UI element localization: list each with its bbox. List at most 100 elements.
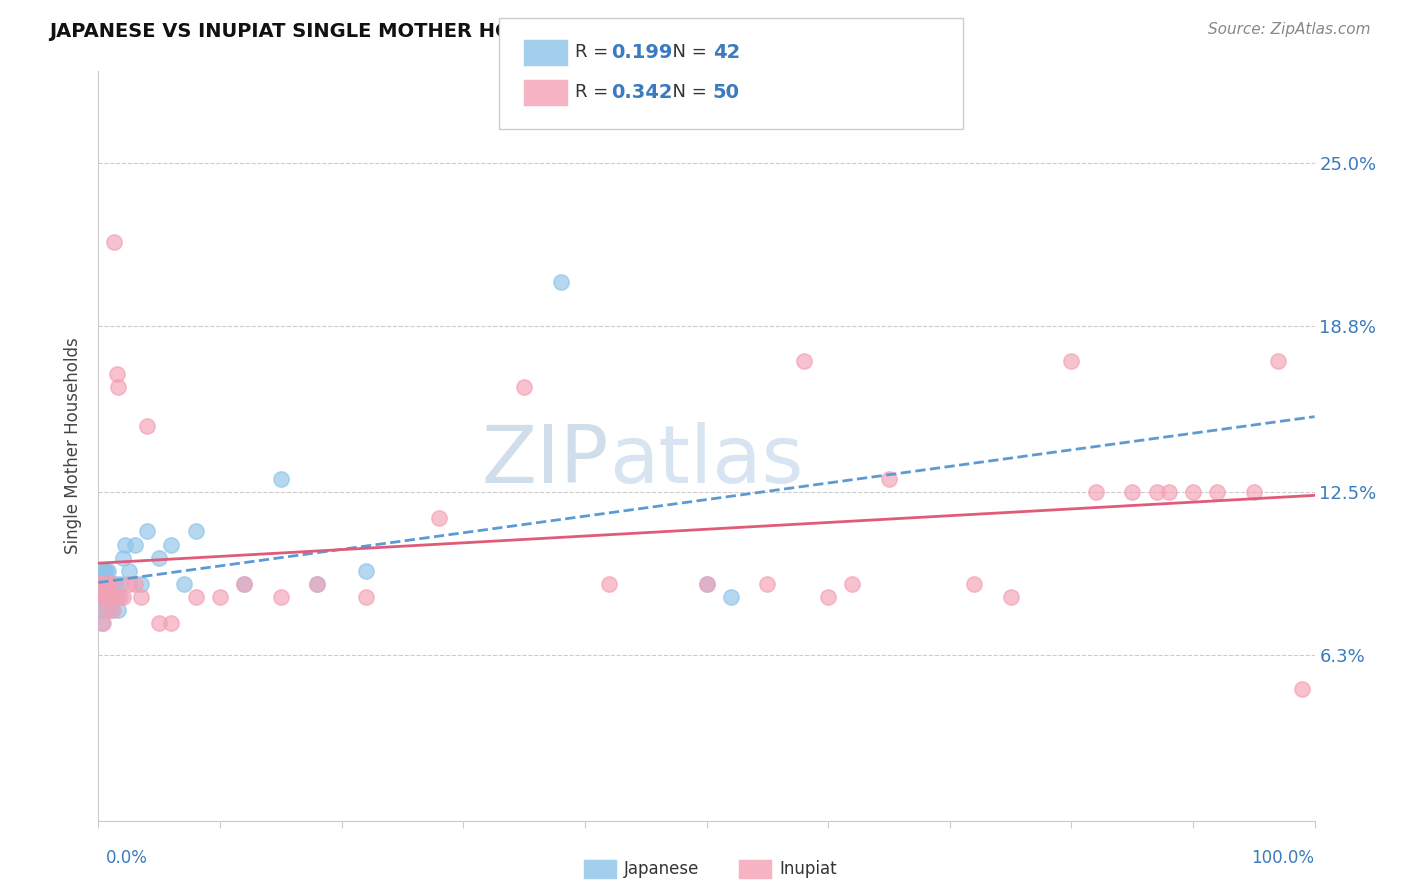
Point xyxy=(101,590,124,604)
Point xyxy=(110,577,132,591)
Point xyxy=(793,353,815,368)
Point xyxy=(105,367,128,381)
Point xyxy=(136,524,159,539)
Point xyxy=(817,590,839,604)
Point xyxy=(354,590,377,604)
Point xyxy=(98,577,121,591)
Point xyxy=(98,590,121,604)
Point xyxy=(94,577,117,591)
Point xyxy=(598,577,620,591)
Text: 100.0%: 100.0% xyxy=(1251,849,1315,867)
Point xyxy=(100,577,122,591)
Point xyxy=(97,590,120,604)
Text: atlas: atlas xyxy=(609,422,804,500)
Point xyxy=(184,524,207,539)
Text: 0.342: 0.342 xyxy=(612,83,673,102)
Point xyxy=(97,590,120,604)
Point xyxy=(93,590,115,604)
Point xyxy=(841,577,863,591)
Text: Source: ZipAtlas.com: Source: ZipAtlas.com xyxy=(1208,22,1371,37)
Point xyxy=(1157,485,1180,500)
Point xyxy=(307,577,329,591)
Point xyxy=(101,577,124,591)
Point xyxy=(90,577,112,591)
Point xyxy=(111,590,134,604)
Point xyxy=(1121,485,1143,500)
Point xyxy=(1243,485,1265,500)
Point xyxy=(107,380,129,394)
Point xyxy=(107,603,129,617)
Text: Japanese: Japanese xyxy=(624,860,700,878)
Point xyxy=(91,616,114,631)
Point xyxy=(103,590,125,604)
Point xyxy=(94,564,117,578)
Point xyxy=(270,590,292,604)
Point xyxy=(101,603,124,617)
Point xyxy=(1182,485,1205,500)
Text: ZIP: ZIP xyxy=(482,422,609,500)
Point xyxy=(118,577,141,591)
Text: N =: N = xyxy=(661,83,713,102)
Point xyxy=(96,603,118,617)
Point xyxy=(93,564,115,578)
Text: JAPANESE VS INUPIAT SINGLE MOTHER HOUSEHOLDS CORRELATION CHART: JAPANESE VS INUPIAT SINGLE MOTHER HOUSEH… xyxy=(49,22,870,41)
Text: 50: 50 xyxy=(713,83,740,102)
Point xyxy=(1146,485,1168,500)
Point xyxy=(100,603,122,617)
Point xyxy=(110,590,132,604)
Point xyxy=(877,472,900,486)
Point xyxy=(307,577,329,591)
Point xyxy=(93,590,115,604)
Point xyxy=(173,577,195,591)
Point xyxy=(89,590,111,604)
Point xyxy=(104,577,127,591)
Point xyxy=(129,590,152,604)
Point xyxy=(114,538,136,552)
Point xyxy=(91,577,114,591)
Point xyxy=(209,590,232,604)
Point xyxy=(129,577,152,591)
Point xyxy=(105,590,128,604)
Y-axis label: Single Mother Households: Single Mother Households xyxy=(65,338,83,554)
Point xyxy=(124,577,146,591)
Text: Inupiat: Inupiat xyxy=(779,860,837,878)
Point xyxy=(720,590,742,604)
Point xyxy=(96,577,118,591)
Point xyxy=(100,590,122,604)
Text: 42: 42 xyxy=(713,43,740,62)
Point xyxy=(136,419,159,434)
Point xyxy=(696,577,718,591)
Point xyxy=(696,577,718,591)
Point xyxy=(184,590,207,604)
Point xyxy=(91,616,114,631)
Point xyxy=(97,564,120,578)
Point xyxy=(101,577,124,591)
Point xyxy=(756,577,779,591)
Point xyxy=(1060,353,1083,368)
Point xyxy=(111,550,134,565)
Point xyxy=(98,577,121,591)
Point xyxy=(103,235,125,250)
Point xyxy=(160,616,183,631)
Point xyxy=(550,275,572,289)
Point xyxy=(90,590,112,604)
Point xyxy=(89,577,111,591)
Point xyxy=(427,511,450,525)
Point xyxy=(1084,485,1107,500)
Point xyxy=(124,538,146,552)
Point xyxy=(233,577,256,591)
Point xyxy=(354,564,377,578)
Text: R =: R = xyxy=(575,43,614,62)
Point xyxy=(270,472,292,486)
Point xyxy=(94,603,117,617)
Point xyxy=(118,564,141,578)
Text: R =: R = xyxy=(575,83,614,102)
Point xyxy=(96,577,118,591)
Point xyxy=(148,616,170,631)
Point xyxy=(1206,485,1229,500)
Point xyxy=(963,577,986,591)
Text: 0.0%: 0.0% xyxy=(105,849,148,867)
Text: 0.199: 0.199 xyxy=(612,43,673,62)
Point xyxy=(160,538,183,552)
Point xyxy=(233,577,256,591)
